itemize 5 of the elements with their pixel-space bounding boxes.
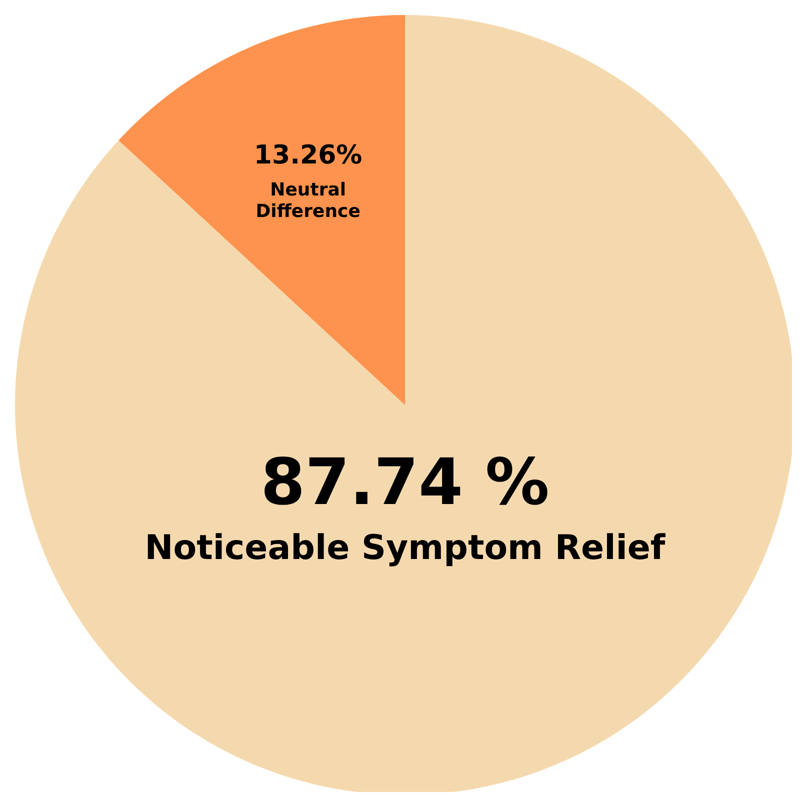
pie-slice [118,15,405,405]
slice-label: Noticeable Symptom Relief [144,528,666,568]
data-label: 87.74 % [260,446,550,520]
slice-label: Neutral Difference [256,179,360,222]
data-label: 13.26% [254,140,362,170]
